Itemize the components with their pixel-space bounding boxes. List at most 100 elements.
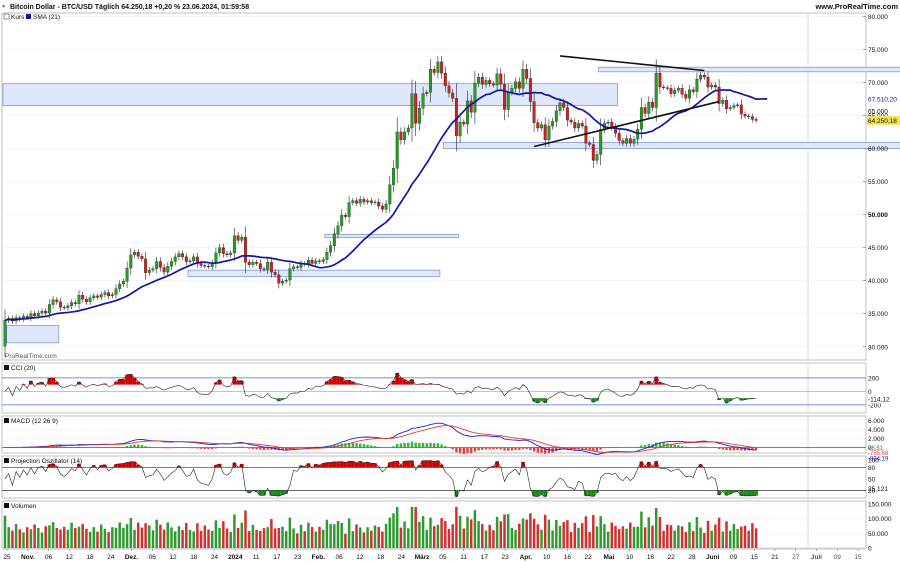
candle [595,154,599,161]
price-near-label: 65.000 [868,108,888,115]
support-zone [2,83,618,106]
x-tick-label: 12 [356,554,364,561]
candle [466,100,469,125]
macd-signal-label: -755,68 [868,451,889,457]
candle [351,200,355,203]
candle [44,310,48,314]
proj-legend-label: Projection Oszillator (14) [11,458,82,465]
support-zone [324,234,459,239]
header-bar: ▪ Bitcoin Dollar - BTC/USD Täglich 64.25… [0,0,900,12]
proj-tick-label: 100 [868,457,879,464]
candle [662,86,666,88]
site-label[interactable]: www.ProRealTime.com [814,2,898,11]
macd-tick-label: 4.000 [868,427,885,434]
candle [680,88,684,95]
support-zone [598,66,900,73]
candle [403,131,407,141]
x-tick-label: 18 [86,554,94,561]
price-tick-label: 50.000 [868,212,888,219]
candle [651,102,654,108]
candle [447,85,451,94]
macd-legend-label: MACD (12 26 9) [11,418,58,425]
price-tick-label: 80.000 [868,14,888,21]
candle [129,254,133,269]
candle [665,87,669,89]
candle [321,259,325,262]
x-tick-label: 24 [211,554,219,561]
candle [551,121,555,127]
candle [395,131,399,169]
price-tick-label: 60.000 [868,146,888,153]
candle [29,313,33,318]
sma-21-line [4,88,768,322]
macd-signal-line [4,425,757,453]
x-tick-label: 15 [854,554,862,561]
x-tick-label: 15 [751,554,759,561]
candle [325,252,329,260]
x-tick-label: Apr. [520,554,533,561]
candle [503,84,506,110]
candle [258,263,262,269]
candle [673,90,677,94]
candle [110,294,114,297]
candle [543,124,547,141]
candle [588,143,592,145]
header-title-icon: ▪ [2,1,5,11]
candle [292,266,296,269]
candle [114,288,118,295]
candle [310,260,314,264]
candle [488,80,492,84]
panel-frame-price [1,12,867,361]
candle [451,92,455,99]
candle [244,236,247,263]
x-tick-label: 06 [149,554,157,561]
candle [121,281,125,285]
candle [199,263,203,266]
candle [184,256,188,262]
candle [332,233,336,246]
candle [155,261,159,269]
candle [406,127,410,133]
x-tick-label: Nov. [21,554,35,561]
x-tick-label: Feb. [312,554,326,561]
candle [440,61,444,74]
x-tick-label: 25 [3,554,11,561]
x-tick-label: 24 [398,554,406,561]
candle [429,69,432,93]
candle [369,200,373,203]
candle [632,139,636,144]
candle [388,184,392,205]
candle [251,262,255,265]
legend-label-kurs: Kurs [11,14,25,21]
candle [136,252,140,257]
candle [495,73,499,86]
candle [562,102,566,108]
candle [639,107,643,130]
candle [188,260,192,262]
candle [477,76,481,84]
volume-tick-label: 0 [868,546,872,553]
candle [140,256,144,260]
candle [736,104,740,106]
candle [318,260,321,262]
candle [392,168,395,185]
candle [717,86,721,104]
candle [373,201,377,203]
candle [181,253,185,258]
candle [266,262,270,270]
candle [177,253,181,258]
candle [417,108,421,124]
candle [103,292,107,295]
candle [599,129,603,155]
candle [399,131,403,141]
legend-swatch-sma [26,14,31,19]
x-tick-label: 16 [564,554,572,561]
x-tick-label: 11 [253,554,260,561]
candle [284,279,288,282]
candle [517,81,521,89]
candle [262,268,266,270]
candle [81,295,85,300]
price-legend: Kurs SMA (21) [3,13,60,21]
x-tick-label: Dez. [125,554,139,561]
x-tick-label: 10 [626,554,634,561]
